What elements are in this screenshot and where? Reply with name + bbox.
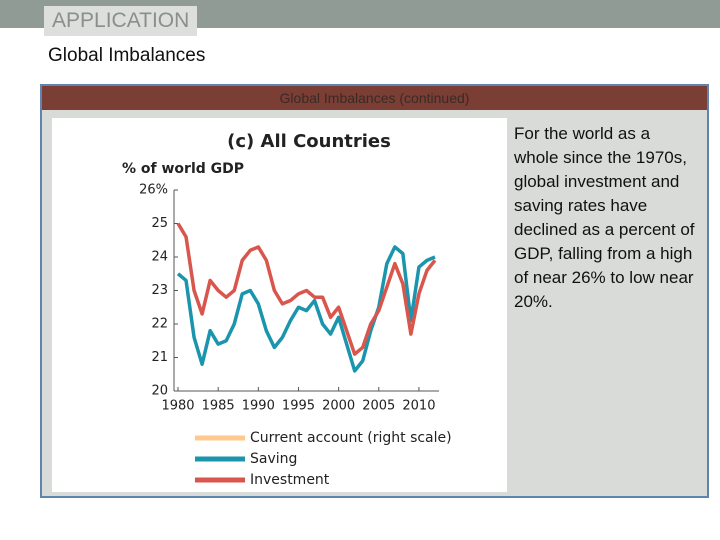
section-label: APPLICATION bbox=[44, 6, 198, 36]
line-2 bbox=[176, 222, 437, 356]
slide-title: Global Imbalances bbox=[48, 45, 206, 66]
x-tick-label: 1995 bbox=[282, 399, 315, 414]
panel: Global Imbalances (continued) (c) All Co… bbox=[40, 84, 709, 498]
chart-title: (c) All Countries bbox=[227, 131, 391, 152]
y-tick-label: 25 bbox=[151, 216, 168, 231]
x-tick-label: 2000 bbox=[322, 399, 355, 414]
chart: (c) All Countries % of world GDP 20 21 22 2… bbox=[52, 118, 507, 492]
legend-label: Current account (right scale) bbox=[250, 430, 452, 446]
x-tick-label: 1990 bbox=[242, 399, 275, 414]
legend-label: Saving bbox=[250, 451, 297, 467]
y-tick-label: 26% bbox=[139, 183, 168, 198]
y-tick-label: 23 bbox=[151, 283, 168, 298]
y-tick-label: 21 bbox=[151, 350, 168, 365]
body-text: For the world as a whole since the 1970s… bbox=[514, 124, 695, 311]
panel-title: Global Imbalances (continued) bbox=[42, 86, 707, 110]
y-tick-label: 22 bbox=[151, 317, 168, 332]
x-tick-label: 1980 bbox=[161, 399, 194, 414]
x-tick-label: 2005 bbox=[362, 399, 395, 414]
x-tick-label: 2010 bbox=[402, 399, 435, 414]
x-tick-label: 1985 bbox=[202, 399, 235, 414]
legend-label: Investment bbox=[250, 472, 330, 488]
y-tick-label: 24 bbox=[151, 250, 168, 265]
y-axis-label: % of world GDP bbox=[122, 161, 244, 177]
line-1 bbox=[176, 245, 436, 373]
y-tick-label: 20 bbox=[151, 384, 168, 399]
